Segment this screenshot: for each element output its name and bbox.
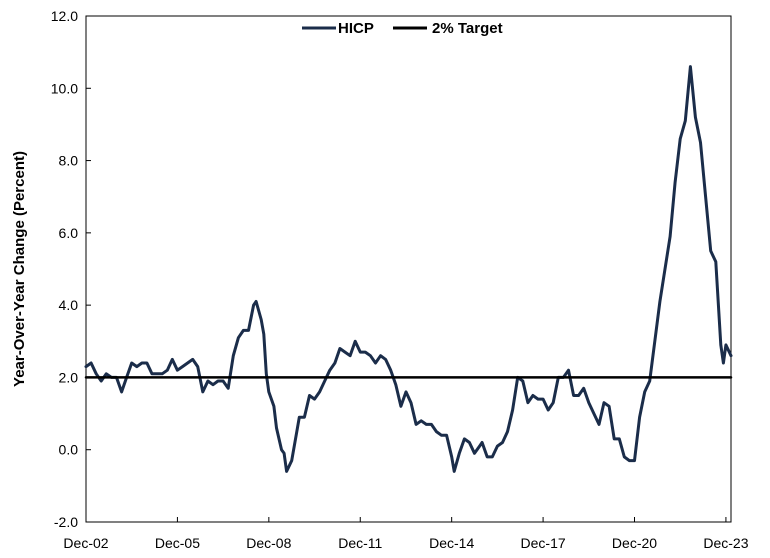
legend-item-2pct-target: 2% Target — [393, 20, 503, 37]
legend-label-2pct-target: 2% Target — [432, 20, 503, 37]
legend-item-hicp: HICP — [302, 20, 374, 37]
legend-label-hicp: HICP — [338, 20, 374, 37]
x-tick-label: Dec-02 — [63, 535, 108, 551]
y-tick-label: 8.0 — [59, 153, 79, 169]
y-tick-label: 0.0 — [59, 442, 79, 458]
x-tick-label: Dec-14 — [429, 535, 474, 551]
x-tick-label: Dec-05 — [155, 535, 200, 551]
plot-area — [85, 15, 732, 523]
x-tick-label: Dec-08 — [246, 535, 291, 551]
x-tick-label: Dec-17 — [521, 535, 566, 551]
x-tick-label: Dec-11 — [338, 535, 382, 551]
y-tick-label: 6.0 — [59, 225, 79, 241]
x-axis: Dec-02 Dec-05 Dec-08 Dec-11 Dec-14 Dec-17 Dec-… — [63, 517, 749, 551]
series-layer — [84, 65, 733, 473]
y-axis: -2.0 0.0 2.0 4.0 6.0 8.0 10.0 12.0 — [51, 8, 91, 530]
x-tick-label: Dec-20 — [612, 535, 657, 551]
series-line-hicp — [84, 65, 733, 473]
x-tick-label: Dec-23 — [703, 535, 748, 551]
plot-frame — [85, 15, 732, 523]
y-tick-label: 4.0 — [59, 297, 79, 313]
y-tick-label: 12.0 — [51, 8, 78, 24]
y-tick-label: 10.0 — [51, 80, 78, 96]
y-tick-label: -2.0 — [54, 514, 78, 530]
y-axis-label: Year-Over-Year Change (Percent) — [11, 151, 28, 387]
legend: HICP 2% Target — [302, 20, 503, 37]
y-tick-label: 2.0 — [59, 369, 79, 385]
